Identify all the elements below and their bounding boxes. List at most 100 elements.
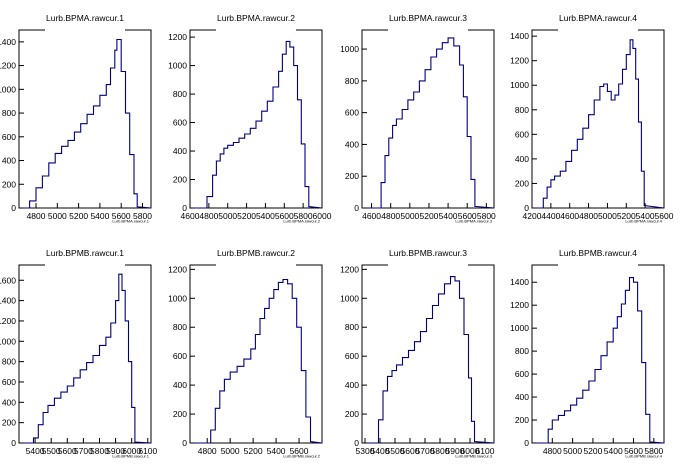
x-tick-label: 5400	[371, 446, 390, 456]
x-tick-label: 5800	[294, 211, 313, 221]
title-box	[216, 18, 296, 32]
x-tick-label: 4400	[541, 211, 560, 221]
x-tick-label: 5200	[583, 446, 602, 456]
x-axis-title: Lurb.BPMB.rawcur.3	[455, 454, 492, 459]
y-tick-label: 200	[173, 409, 187, 419]
y-tick-label: 0	[524, 203, 529, 213]
x-tick-label: 5700	[416, 446, 435, 456]
y-tick-label: 1200	[168, 264, 187, 274]
y-tick-label: 1400	[0, 296, 16, 306]
x-tick-label: 4200	[523, 211, 542, 221]
y-tick-label: 200	[345, 409, 359, 419]
histogram-panel: 0 200 400 600 800 1000 1200 1400 480050005200540…	[0, 13, 152, 224]
panel-title: Lurb.BPMB.rawcur.1	[46, 248, 124, 258]
histogram-panel: 0 200 400 600 800 1000 1200 4600 4800 5000 5200 540…	[168, 13, 332, 224]
y-tick-label: 1000	[0, 84, 16, 94]
y-tick-label: 400	[515, 154, 529, 164]
y-tick-label: 0	[354, 438, 359, 448]
histogram-series-line	[532, 277, 665, 444]
y-tick-label: 1400	[0, 37, 16, 47]
title-box	[558, 18, 638, 32]
x-tick-label: 5400	[604, 446, 623, 456]
histogram-series-line	[19, 273, 152, 444]
plot-frame	[18, 264, 152, 444]
histogram-panel: 0 200 400 600 800 1000 1200 4800 5000 5200 5400 560…	[168, 248, 323, 459]
x-tick-label: 5900	[106, 446, 125, 456]
title-box	[388, 18, 468, 32]
y-tick-label: 1000	[0, 336, 16, 346]
x-axis-title: Lurb.BPMB.rawcur.1	[112, 454, 149, 459]
y-tick-label: 600	[2, 377, 16, 387]
y-tick-label: 1200	[0, 61, 16, 71]
x-tick-label: 5900	[446, 446, 465, 456]
histogram-panel: 0 200 400 600 800 1000 1200 5300540055005600570…	[340, 248, 495, 459]
y-tick-label: 600	[515, 369, 529, 379]
y-tick-label: 600	[345, 108, 359, 118]
x-tick-label: 4600	[560, 211, 579, 221]
y-tick-label: 1200	[168, 32, 187, 42]
x-tick-label: 5000	[400, 211, 419, 221]
y-tick-label: 1000	[168, 61, 187, 71]
x-tick-label: 5000	[563, 446, 582, 456]
y-tick-label: 400	[173, 146, 187, 156]
x-tick-label: 5400	[90, 211, 109, 221]
y-tick-label: 400	[173, 380, 187, 390]
histogram-series-line	[362, 276, 495, 444]
y-tick-label: 400	[345, 139, 359, 149]
panel-title: Lurb.BPMB.rawcur.4	[559, 248, 637, 258]
y-tick-label: 600	[515, 129, 529, 139]
y-tick-label: 800	[2, 108, 16, 118]
y-tick-label: 600	[173, 118, 187, 128]
y-tick-label: 1000	[340, 44, 359, 54]
x-tick-label: 5400	[26, 446, 45, 456]
x-tick-label: 4600	[362, 211, 381, 221]
x-tick-label: 4800	[27, 211, 46, 221]
title-box	[45, 253, 125, 267]
x-tick-label: 5200	[244, 446, 263, 456]
y-tick-label: 0	[354, 203, 359, 213]
x-tick-label: 4600	[181, 211, 200, 221]
x-tick-label: 4800	[543, 446, 562, 456]
y-tick-label: 400	[2, 156, 16, 166]
x-axis-title: Lurb.BPMA.rawcur.4	[625, 219, 662, 224]
x-tick-label: 6000	[313, 211, 332, 221]
y-tick-label: 800	[2, 357, 16, 367]
y-tick-label: 1400	[510, 277, 529, 287]
y-tick-label: 200	[173, 175, 187, 185]
x-axis-title: Lurb.BPMA.rawcur.1	[112, 219, 149, 224]
title-box	[388, 253, 468, 267]
x-tick-label: 5800	[644, 446, 663, 456]
panel-title: Lurb.BPMB.rawcur.3	[389, 248, 467, 258]
y-tick-label: 200	[515, 178, 529, 188]
y-tick-label: 600	[2, 132, 16, 142]
y-tick-label: 1600	[0, 275, 16, 285]
histogram-series-line	[190, 278, 323, 444]
x-axis-title: Lurb.BPMB.rawcur.4	[625, 454, 662, 459]
plot-frame	[361, 264, 495, 444]
panel-title: Lurb.BPMA.rawcur.1	[46, 13, 124, 23]
y-tick-label: 1000	[510, 323, 529, 333]
plot-frame	[189, 264, 323, 444]
y-tick-label: 200	[515, 415, 529, 425]
y-tick-label: 800	[345, 322, 359, 332]
plot-frame	[18, 29, 152, 209]
y-tick-label: 0	[11, 203, 16, 213]
x-tick-label: 5400	[267, 446, 286, 456]
y-tick-label: 200	[2, 418, 16, 428]
title-box	[216, 253, 296, 267]
x-axis-title: Lurb.BPMA.rawcur.3	[455, 219, 492, 224]
x-tick-label: 5000	[598, 211, 617, 221]
y-tick-label: 1000	[510, 80, 529, 90]
x-tick-label: 5800	[90, 446, 109, 456]
x-tick-label: 5600	[290, 446, 309, 456]
y-tick-label: 1200	[0, 316, 16, 326]
y-tick-label: 1200	[510, 56, 529, 66]
x-tick-label: 5200	[69, 211, 88, 221]
title-box	[558, 253, 638, 267]
panel-title: Lurb.BPMA.rawcur.4	[559, 13, 637, 23]
x-tick-label: 5600	[624, 446, 643, 456]
y-tick-label: 800	[515, 105, 529, 115]
x-tick-label: 5000	[48, 211, 67, 221]
